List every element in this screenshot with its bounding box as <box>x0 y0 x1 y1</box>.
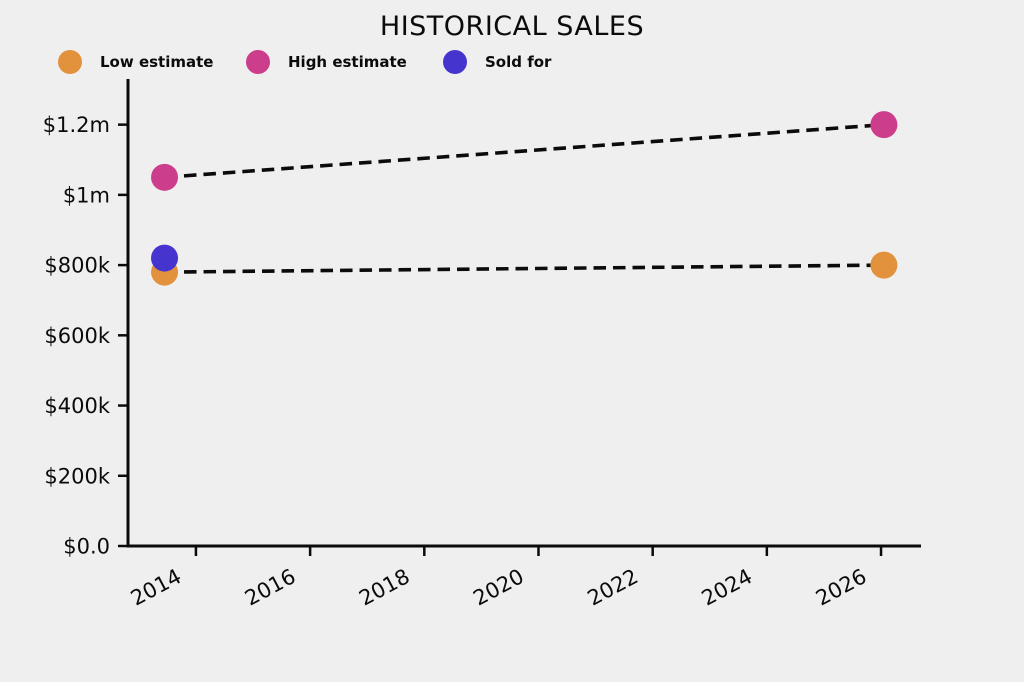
data-point-sold-for <box>151 244 179 272</box>
x-tick-label: 2016 <box>241 564 299 610</box>
low-estimate-swatch-icon <box>58 49 82 74</box>
legend-label-low-estimate: Low estimate <box>100 52 214 71</box>
data-point-low-estimate <box>870 251 898 279</box>
sold-for-swatch-icon <box>443 49 467 74</box>
legend-label-sold-for: Sold for <box>485 52 552 71</box>
x-tick-label: 2022 <box>584 564 642 610</box>
y-tick-label: $1.2m <box>43 113 110 137</box>
y-tick-label: $800k <box>44 254 110 278</box>
x-tick-label: 2020 <box>469 564 527 610</box>
y-tick-label: $600k <box>44 324 110 348</box>
x-tick-label: 2024 <box>698 564 756 610</box>
legend-item-high-estimate: High estimate <box>246 49 407 74</box>
legend-label-high-estimate: High estimate <box>288 52 407 71</box>
data-point-high-estimate <box>870 111 898 139</box>
y-tick-label: $1m <box>63 183 110 207</box>
high-estimate-swatch-icon <box>246 49 270 74</box>
series-line-low-estimate <box>164 263 884 274</box>
x-tick-label: 2026 <box>812 564 870 610</box>
chart-title: HISTORICAL SALES <box>379 11 645 42</box>
series-line-high-estimate <box>164 122 885 180</box>
y-tick-label: $400k <box>44 394 110 418</box>
x-tick-label: 2018 <box>355 564 413 610</box>
x-tick-label: 2014 <box>127 564 185 610</box>
data-point-high-estimate <box>151 163 179 191</box>
legend-item-low-estimate: Low estimate <box>58 49 213 74</box>
y-tick-label: $0.0 <box>63 535 110 559</box>
legend-item-sold-for: Sold for <box>443 49 551 74</box>
y-tick-label: $200k <box>44 464 110 488</box>
